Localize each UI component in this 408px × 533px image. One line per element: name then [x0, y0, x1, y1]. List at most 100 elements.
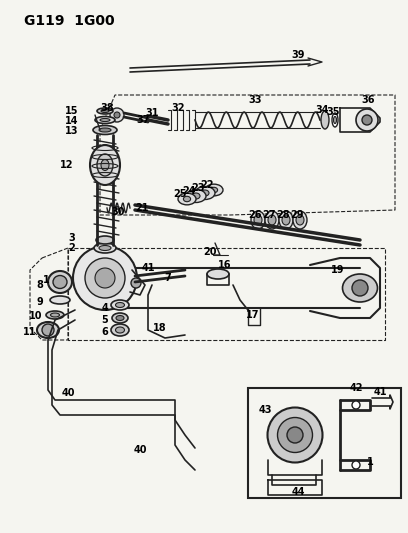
Ellipse shape	[51, 313, 60, 317]
Text: 41: 41	[141, 263, 155, 273]
Text: 23: 23	[191, 183, 205, 193]
Ellipse shape	[195, 187, 215, 199]
Circle shape	[356, 109, 378, 131]
Ellipse shape	[178, 193, 196, 205]
Text: 31: 31	[145, 108, 159, 118]
Text: 24: 24	[182, 186, 196, 196]
Ellipse shape	[207, 269, 229, 279]
Text: 27: 27	[262, 210, 276, 220]
Circle shape	[42, 324, 54, 336]
Text: 4: 4	[102, 303, 109, 313]
Text: 7: 7	[164, 273, 171, 283]
Ellipse shape	[111, 300, 129, 310]
Text: 2: 2	[69, 243, 75, 253]
Text: 1: 1	[42, 275, 49, 285]
Ellipse shape	[211, 187, 217, 193]
Ellipse shape	[186, 190, 206, 203]
Ellipse shape	[96, 236, 114, 244]
Circle shape	[95, 268, 115, 288]
Text: 26: 26	[248, 210, 262, 220]
Text: 1: 1	[367, 457, 373, 467]
Ellipse shape	[279, 211, 293, 229]
Ellipse shape	[46, 311, 64, 319]
Ellipse shape	[50, 296, 70, 304]
Ellipse shape	[293, 211, 307, 229]
Text: 17: 17	[246, 310, 260, 320]
Text: G119  1G00: G119 1G00	[24, 14, 115, 28]
Text: 16: 16	[218, 260, 232, 270]
Ellipse shape	[112, 313, 128, 323]
Ellipse shape	[99, 128, 111, 132]
Ellipse shape	[333, 117, 337, 124]
Ellipse shape	[287, 427, 303, 443]
Text: 40: 40	[133, 445, 147, 455]
Text: 25: 25	[173, 189, 187, 199]
Text: 5: 5	[102, 315, 109, 325]
Text: 39: 39	[291, 50, 305, 60]
Ellipse shape	[332, 113, 338, 127]
Text: 12: 12	[60, 160, 74, 170]
Ellipse shape	[97, 154, 113, 176]
Text: 3: 3	[69, 233, 75, 243]
Ellipse shape	[93, 125, 117, 134]
Circle shape	[131, 278, 141, 288]
Text: 18: 18	[153, 323, 167, 333]
Text: 37: 37	[136, 115, 150, 125]
Ellipse shape	[282, 215, 290, 225]
Ellipse shape	[97, 108, 113, 114]
Ellipse shape	[192, 193, 200, 199]
Text: 22: 22	[200, 180, 214, 190]
Circle shape	[114, 112, 120, 118]
Text: 9: 9	[37, 297, 43, 307]
Ellipse shape	[296, 215, 304, 225]
Ellipse shape	[115, 303, 124, 308]
Text: 33: 33	[248, 95, 262, 105]
Ellipse shape	[254, 215, 262, 225]
Ellipse shape	[184, 196, 191, 201]
Text: 29: 29	[290, 210, 304, 220]
Text: 43: 43	[258, 405, 272, 415]
Text: 30: 30	[111, 207, 125, 217]
Circle shape	[110, 108, 124, 122]
Circle shape	[85, 258, 125, 298]
Ellipse shape	[37, 322, 59, 338]
Circle shape	[362, 115, 372, 125]
Text: 42: 42	[349, 383, 363, 393]
Text: 44: 44	[291, 487, 305, 497]
Ellipse shape	[342, 274, 377, 302]
Text: 32: 32	[171, 103, 185, 113]
Text: 11: 11	[23, 327, 37, 337]
Circle shape	[352, 280, 368, 296]
Ellipse shape	[265, 211, 279, 229]
Ellipse shape	[115, 327, 124, 333]
Ellipse shape	[90, 145, 120, 185]
Text: 8: 8	[37, 280, 43, 290]
Text: 6: 6	[102, 327, 109, 337]
Text: 28: 28	[276, 210, 290, 220]
Ellipse shape	[268, 215, 276, 225]
Ellipse shape	[99, 246, 111, 251]
Text: 20: 20	[203, 247, 217, 257]
Text: 21: 21	[135, 203, 149, 213]
Ellipse shape	[251, 211, 265, 229]
Text: 10: 10	[29, 311, 43, 321]
Circle shape	[73, 246, 137, 310]
Text: 35: 35	[326, 107, 340, 117]
Text: 14: 14	[65, 116, 79, 126]
Ellipse shape	[201, 190, 209, 196]
Text: 19: 19	[331, 265, 345, 275]
Text: 38: 38	[100, 103, 114, 113]
Ellipse shape	[277, 417, 313, 453]
Circle shape	[352, 461, 360, 469]
Ellipse shape	[101, 159, 109, 171]
Ellipse shape	[48, 271, 72, 293]
Text: 36: 36	[361, 95, 375, 105]
Text: 13: 13	[65, 126, 79, 136]
Ellipse shape	[53, 276, 67, 288]
Text: 34: 34	[315, 105, 329, 115]
Ellipse shape	[111, 324, 129, 336]
Circle shape	[352, 401, 360, 409]
Text: 41: 41	[373, 387, 387, 397]
Text: 40: 40	[61, 388, 75, 398]
Ellipse shape	[94, 243, 116, 253]
